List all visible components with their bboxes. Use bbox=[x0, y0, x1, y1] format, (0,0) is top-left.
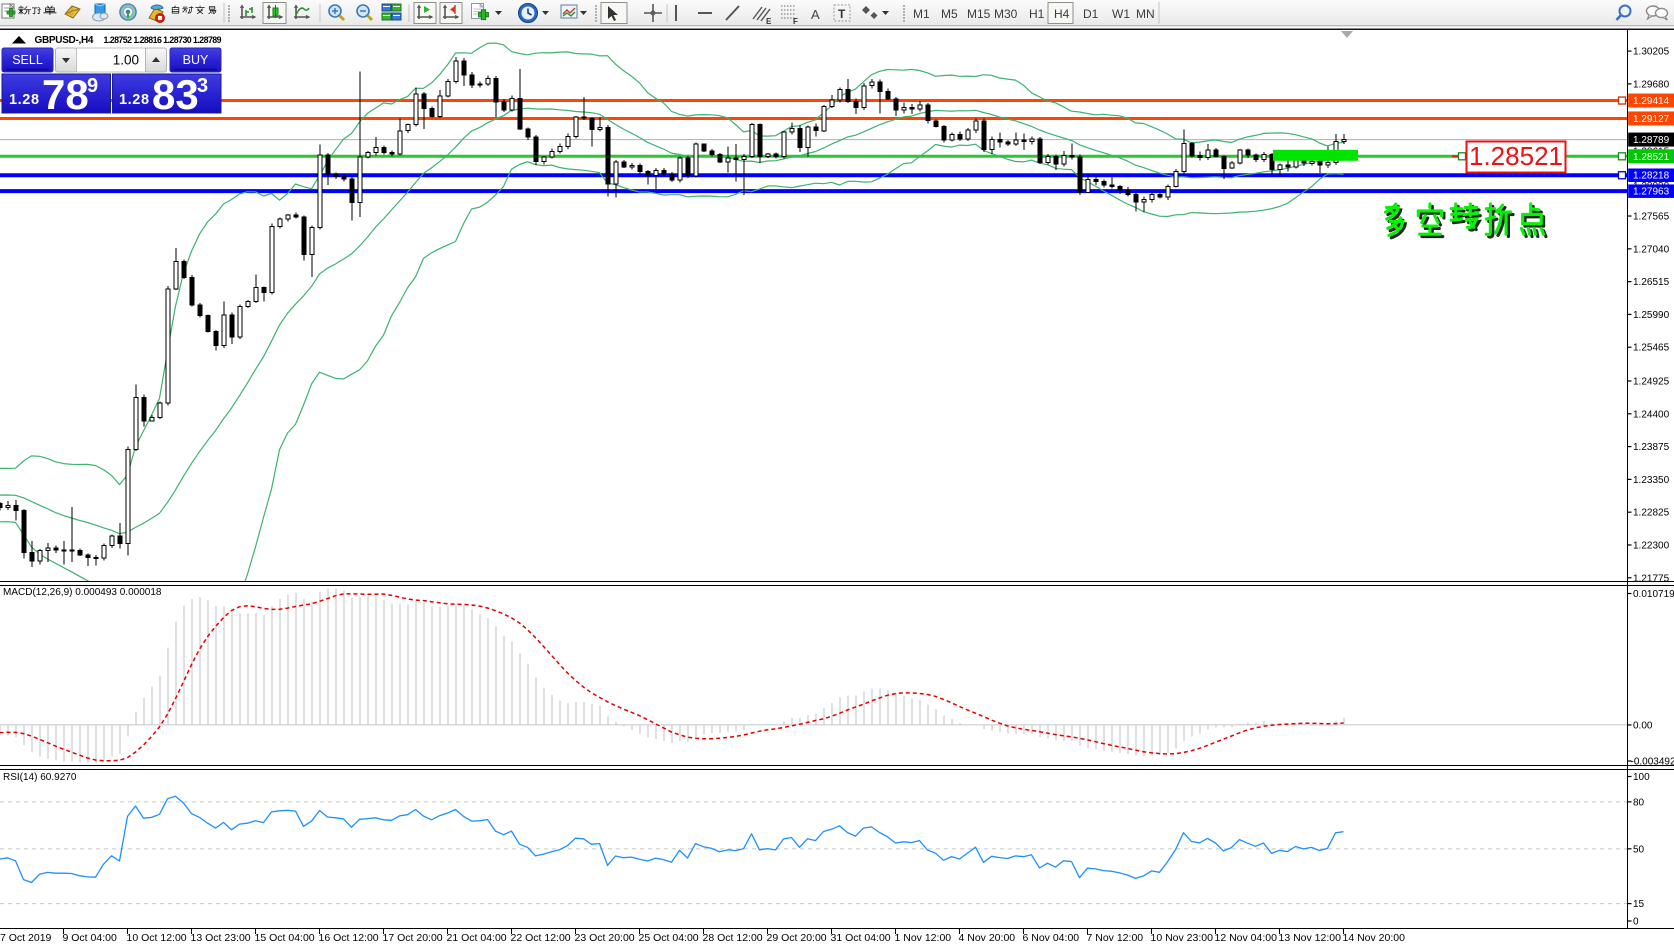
svg-text:10 Oct 12:00: 10 Oct 12:00 bbox=[127, 932, 187, 944]
svg-text:1.28218: 1.28218 bbox=[1633, 171, 1670, 182]
svg-text:M15: M15 bbox=[967, 7, 991, 21]
svg-text:M5: M5 bbox=[941, 7, 958, 21]
svg-text:12 Nov 04:00: 12 Nov 04:00 bbox=[1215, 932, 1278, 944]
svg-text:1.24925: 1.24925 bbox=[1633, 376, 1670, 387]
svg-text:H1: H1 bbox=[1029, 7, 1045, 21]
svg-text:7 Nov 12:00: 7 Nov 12:00 bbox=[1087, 932, 1144, 944]
svg-text:M1: M1 bbox=[913, 7, 930, 21]
svg-text:29 Oct 20:00: 29 Oct 20:00 bbox=[767, 932, 827, 944]
svg-text:21 Oct 04:00: 21 Oct 04:00 bbox=[447, 932, 507, 944]
svg-text:15 Oct 04:00: 15 Oct 04:00 bbox=[255, 932, 315, 944]
svg-text:15: 15 bbox=[1633, 899, 1645, 910]
svg-text:1.28: 1.28 bbox=[119, 92, 150, 108]
svg-text:1.00: 1.00 bbox=[113, 53, 139, 68]
svg-text:1.28521: 1.28521 bbox=[1633, 152, 1670, 163]
svg-text:4 Nov 20:00: 4 Nov 20:00 bbox=[959, 932, 1016, 944]
svg-text:1.25990: 1.25990 bbox=[1633, 310, 1670, 321]
svg-text:1.22300: 1.22300 bbox=[1633, 540, 1670, 551]
svg-text:-0.003492: -0.003492 bbox=[1631, 757, 1674, 768]
svg-text:1.27040: 1.27040 bbox=[1633, 244, 1670, 255]
svg-text:1.30205: 1.30205 bbox=[1633, 47, 1670, 58]
svg-text:1.29680: 1.29680 bbox=[1633, 79, 1670, 90]
svg-text:83: 83 bbox=[152, 71, 199, 118]
svg-text:D1: D1 bbox=[1083, 7, 1099, 21]
svg-text:17 Oct 20:00: 17 Oct 20:00 bbox=[383, 932, 443, 944]
svg-text:BUY: BUY bbox=[183, 53, 209, 67]
svg-text:50: 50 bbox=[1633, 844, 1645, 855]
svg-text:1.29414: 1.29414 bbox=[1633, 96, 1670, 107]
svg-text:1.26515: 1.26515 bbox=[1633, 277, 1670, 288]
svg-text:F: F bbox=[793, 17, 798, 26]
svg-text:9: 9 bbox=[87, 75, 98, 97]
svg-text:RSI(14) 60.9270: RSI(14) 60.9270 bbox=[3, 772, 77, 783]
svg-text:1.28521: 1.28521 bbox=[1469, 141, 1563, 171]
svg-text:1.27565: 1.27565 bbox=[1633, 212, 1670, 223]
svg-text:78: 78 bbox=[42, 71, 89, 118]
svg-text:W1: W1 bbox=[1112, 7, 1130, 21]
svg-text:80: 80 bbox=[1633, 797, 1645, 808]
svg-text:1.28752 1.28816 1.28730 1.2878: 1.28752 1.28816 1.28730 1.28789 bbox=[104, 35, 222, 45]
svg-text:22 Oct 12:00: 22 Oct 12:00 bbox=[511, 932, 571, 944]
svg-text:A: A bbox=[811, 7, 820, 22]
svg-text:1.28789: 1.28789 bbox=[1633, 135, 1670, 146]
svg-text:GBPUSD-,H4: GBPUSD-,H4 bbox=[35, 35, 94, 46]
svg-text:0.010719: 0.010719 bbox=[1633, 589, 1674, 600]
svg-text:0: 0 bbox=[1633, 917, 1639, 928]
svg-text:T: T bbox=[838, 7, 846, 21]
svg-text:1 Nov 12:00: 1 Nov 12:00 bbox=[895, 932, 952, 944]
svg-text:SELL: SELL bbox=[12, 53, 43, 67]
svg-text:25 Oct 04:00: 25 Oct 04:00 bbox=[639, 932, 699, 944]
svg-text:13 Nov 12:00: 13 Nov 12:00 bbox=[1279, 932, 1342, 944]
svg-text:3: 3 bbox=[197, 75, 208, 97]
svg-text:M30: M30 bbox=[994, 7, 1018, 21]
svg-text:1.21775: 1.21775 bbox=[1633, 573, 1670, 584]
svg-text:1.29127: 1.29127 bbox=[1633, 114, 1670, 125]
svg-text:1.23350: 1.23350 bbox=[1633, 475, 1670, 486]
svg-text:1.22825: 1.22825 bbox=[1633, 508, 1670, 519]
svg-text:6 Nov 04:00: 6 Nov 04:00 bbox=[1023, 932, 1080, 944]
svg-text:1.28: 1.28 bbox=[9, 92, 40, 108]
svg-text:23 Oct 20:00: 23 Oct 20:00 bbox=[575, 932, 635, 944]
svg-text:7 Oct 2019: 7 Oct 2019 bbox=[0, 932, 52, 944]
svg-text:MACD(12,26,9) 0.000493 0.00001: MACD(12,26,9) 0.000493 0.000018 bbox=[3, 587, 162, 598]
svg-text:0.00: 0.00 bbox=[1633, 720, 1653, 731]
svg-text:1.23875: 1.23875 bbox=[1633, 442, 1670, 453]
svg-text:1.24400: 1.24400 bbox=[1633, 409, 1670, 420]
svg-text:16 Oct 12:00: 16 Oct 12:00 bbox=[319, 932, 379, 944]
svg-text:E: E bbox=[766, 17, 772, 26]
svg-text:31 Oct 04:00: 31 Oct 04:00 bbox=[831, 932, 891, 944]
svg-text:1.27963: 1.27963 bbox=[1633, 187, 1670, 198]
svg-text:MN: MN bbox=[1136, 7, 1155, 21]
svg-text:14 Nov 20:00: 14 Nov 20:00 bbox=[1343, 932, 1406, 944]
svg-text:100: 100 bbox=[1633, 772, 1650, 783]
svg-text:H4: H4 bbox=[1054, 7, 1070, 21]
svg-text:28 Oct 12:00: 28 Oct 12:00 bbox=[703, 932, 763, 944]
svg-text:1.25465: 1.25465 bbox=[1633, 343, 1670, 354]
svg-text:13 Oct 23:00: 13 Oct 23:00 bbox=[191, 932, 251, 944]
svg-text:9 Oct 04:00: 9 Oct 04:00 bbox=[63, 932, 117, 944]
svg-text:10 Nov 23:00: 10 Nov 23:00 bbox=[1151, 932, 1214, 944]
